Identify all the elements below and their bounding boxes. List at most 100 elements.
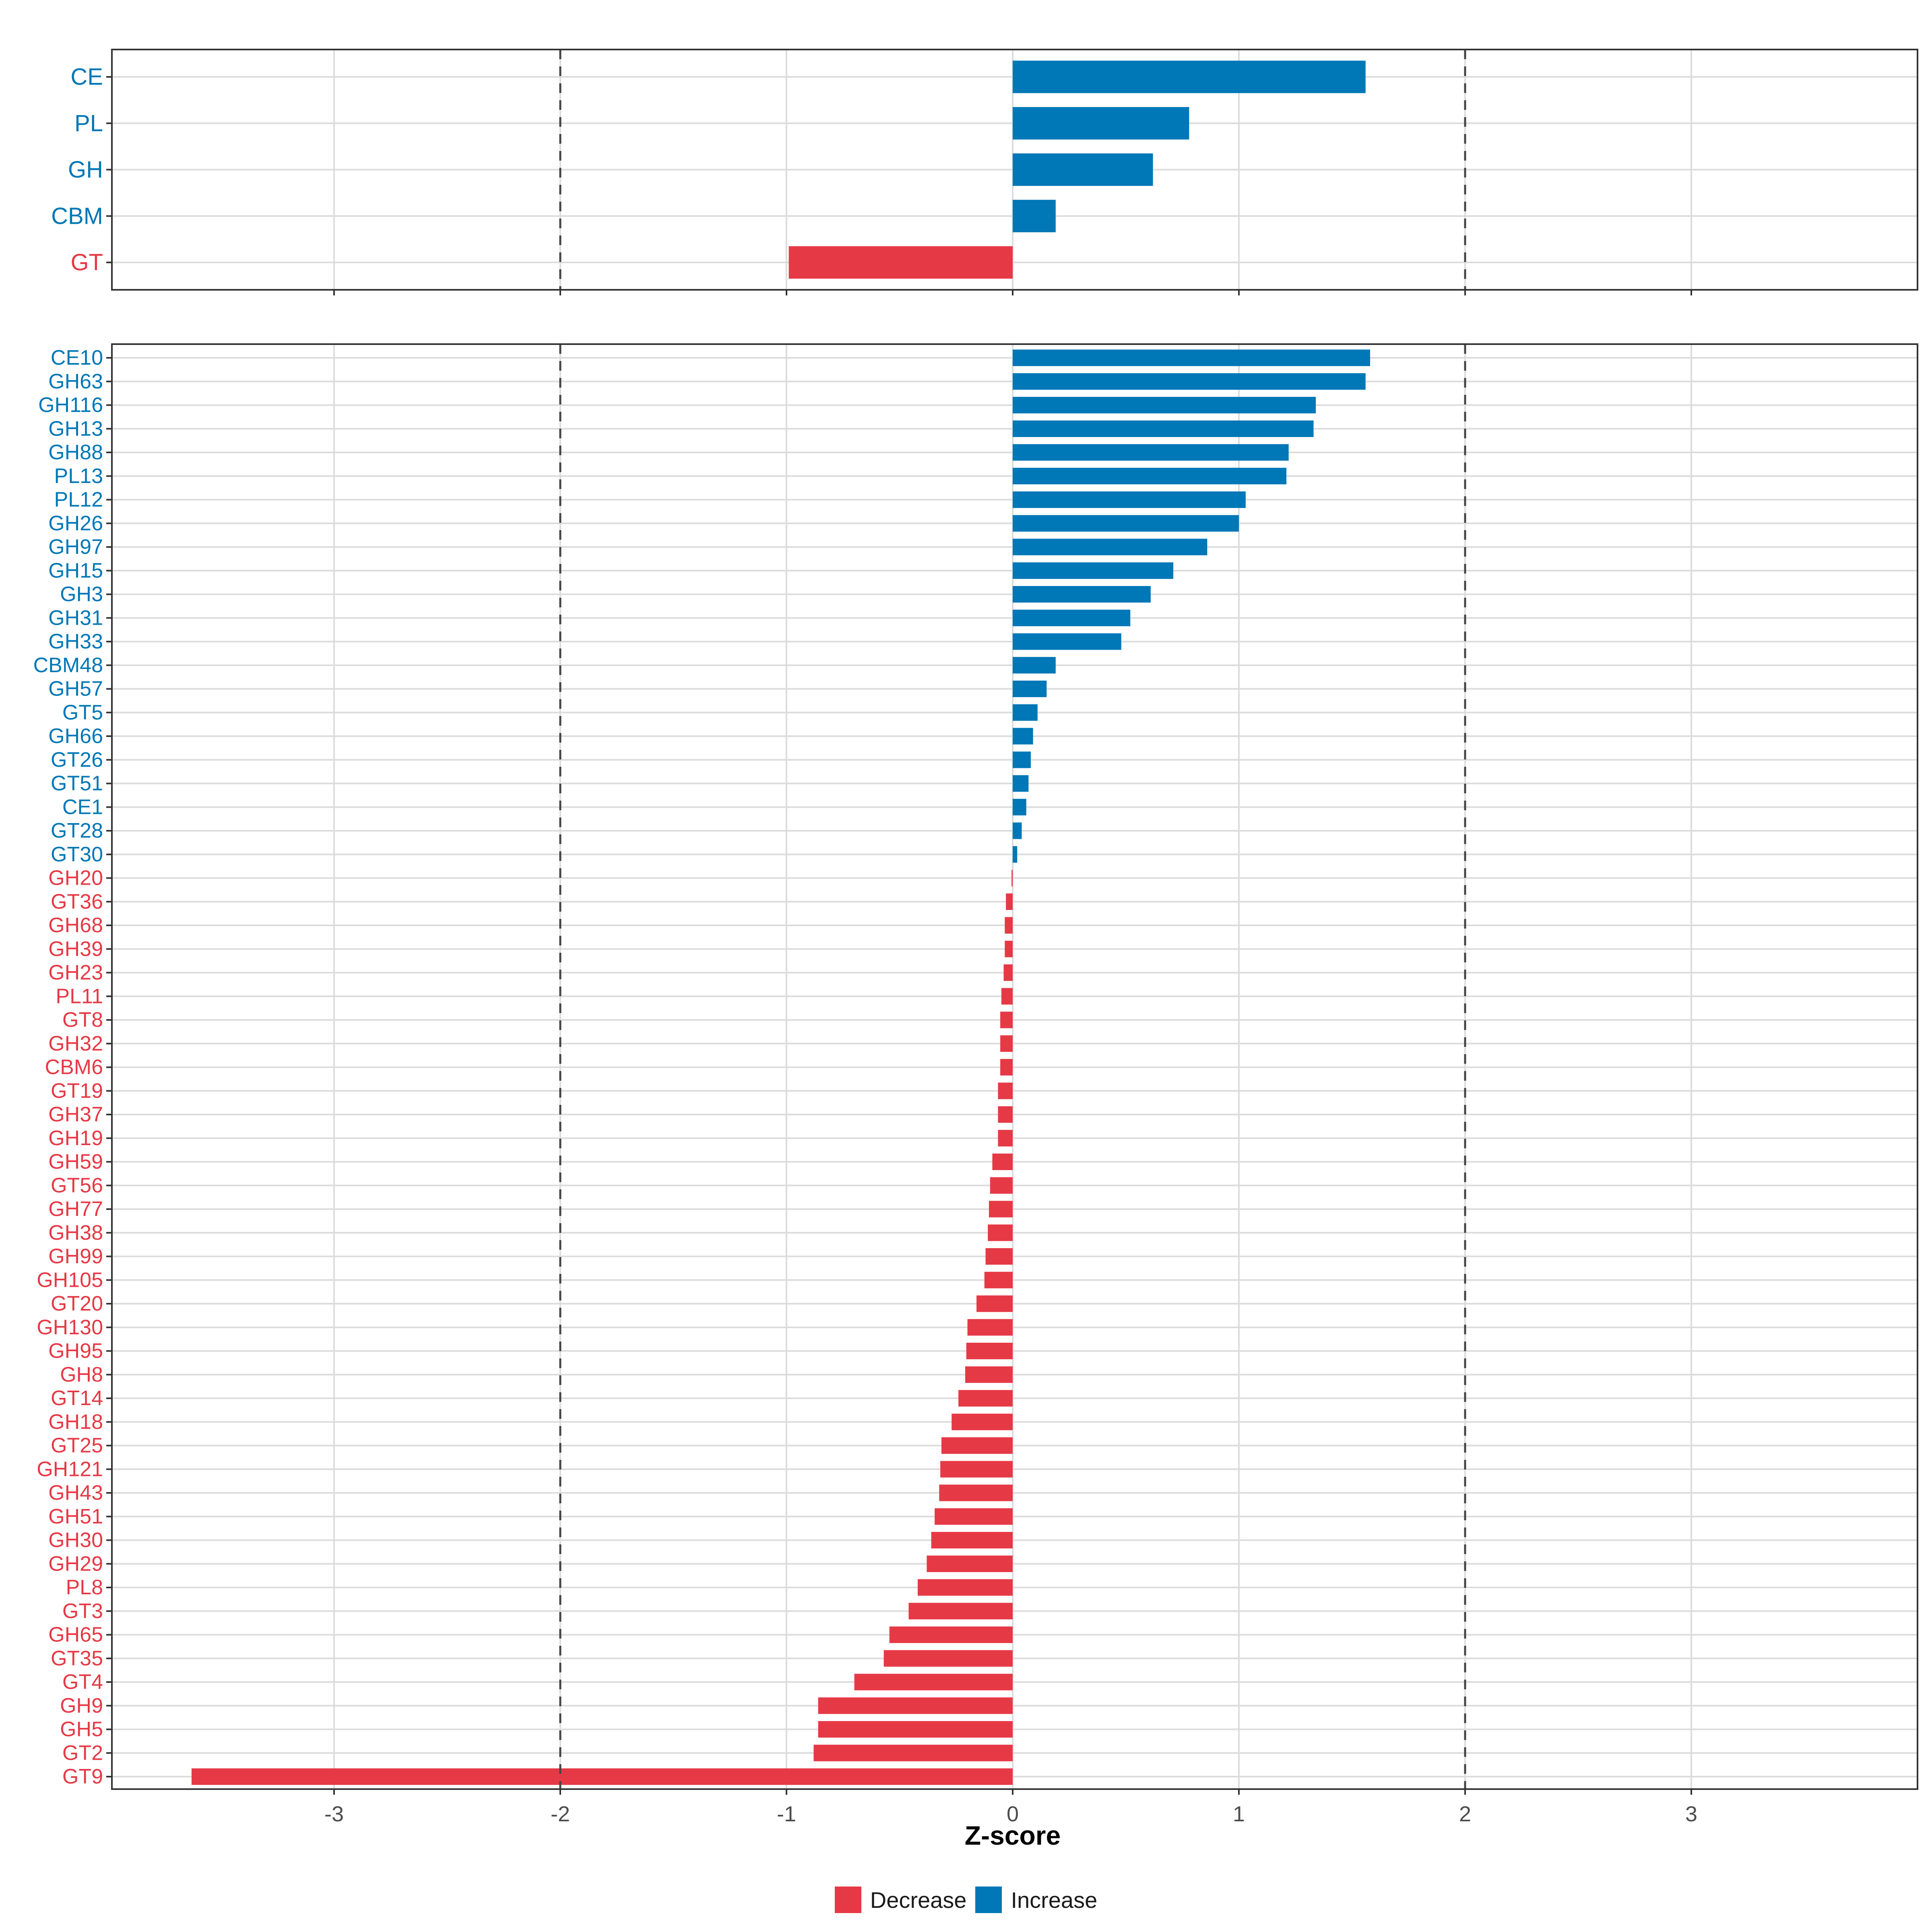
bar-GT56	[990, 1177, 1013, 1194]
y-tick-label: GT28	[51, 819, 103, 842]
y-tick-label: PL	[74, 110, 103, 136]
y-tick-label: GH77	[48, 1197, 103, 1221]
y-tick-label: GH105	[37, 1268, 103, 1292]
bar-GT36	[1006, 893, 1013, 910]
legend-label-decrease: Decrease	[870, 1887, 967, 1913]
bar-GT26	[1013, 751, 1031, 768]
legend-swatch-increase	[975, 1887, 1002, 1913]
y-tick-label: GH88	[48, 441, 103, 464]
y-tick-label: GT51	[51, 772, 103, 795]
bar-GH19	[998, 1130, 1013, 1147]
bar-GH30	[931, 1532, 1013, 1549]
bar-GH9	[818, 1697, 1013, 1714]
bar-GH130	[967, 1319, 1013, 1336]
y-tick-label: GT8	[62, 1008, 103, 1032]
bar-GT25	[941, 1437, 1013, 1454]
y-tick-label: CE	[70, 64, 103, 90]
bar-GH38	[988, 1224, 1013, 1241]
bar-GH32	[1000, 1035, 1013, 1052]
y-tick-label: GH13	[48, 417, 103, 440]
bar-GT8	[1000, 1011, 1013, 1028]
legend-item-decrease: Decrease	[834, 1887, 967, 1913]
bar-GT35	[883, 1650, 1013, 1667]
bar-PL13	[1013, 468, 1287, 485]
y-tick-label: GH95	[48, 1340, 103, 1363]
bar-CBM48	[1013, 657, 1056, 674]
bar-GH33	[1013, 633, 1121, 650]
bar-GH3	[1013, 586, 1151, 603]
y-tick-label: GH116	[38, 394, 103, 417]
y-tick-label: GH99	[48, 1245, 103, 1268]
bar-GT4	[854, 1674, 1013, 1690]
y-tick-label: CBM48	[33, 654, 103, 677]
y-tick-label: GT30	[51, 843, 103, 866]
bar-GT2	[813, 1744, 1013, 1761]
y-tick-label: GH23	[48, 961, 103, 985]
y-tick-label: PL13	[54, 464, 103, 488]
bar-GH97	[1013, 539, 1208, 555]
x-tick-label: -2	[551, 1802, 570, 1826]
y-tick-label: GH43	[48, 1481, 103, 1505]
y-tick-label: GH39	[48, 937, 103, 961]
y-tick-label: GT14	[51, 1387, 103, 1410]
y-tick-label: GT25	[51, 1434, 103, 1457]
y-tick-label: GH37	[48, 1103, 103, 1126]
y-tick-label: GH26	[48, 512, 103, 535]
y-tick-label: PL8	[66, 1576, 103, 1599]
y-tick-label: GH65	[48, 1623, 103, 1647]
bar-GH	[1013, 153, 1153, 186]
bar-GH68	[1005, 917, 1013, 934]
y-tick-label: GT35	[51, 1647, 103, 1670]
y-tick-label: GH19	[48, 1127, 103, 1150]
y-tick-label: GT20	[51, 1292, 103, 1315]
bar-CBM	[1013, 200, 1056, 233]
y-tick-label: GH121	[37, 1457, 103, 1481]
y-tick-label: CE10	[51, 346, 103, 369]
bar-GT9	[191, 1768, 1013, 1785]
bar-GH65	[889, 1626, 1013, 1643]
y-tick-label: GT2	[62, 1741, 103, 1765]
bar-GH39	[1005, 941, 1013, 958]
bar-GH116	[1013, 396, 1316, 414]
bar-GH23	[1003, 964, 1013, 981]
bar-GH31	[1013, 609, 1131, 626]
y-tick-label: GH	[68, 157, 103, 183]
y-tick-label: GH8	[60, 1363, 103, 1386]
y-tick-label: GH5	[60, 1718, 103, 1741]
y-tick-label: GH97	[48, 535, 103, 559]
bar-GH20	[1011, 869, 1013, 887]
bar-GH59	[992, 1153, 1013, 1170]
bar-CE	[1013, 60, 1366, 93]
bar-GH13	[1013, 420, 1314, 437]
bar-GH99	[985, 1248, 1013, 1265]
bar-GT14	[958, 1390, 1013, 1407]
bar-GT5	[1013, 704, 1038, 721]
y-tick-label: CBM6	[45, 1056, 103, 1079]
x-tick-label: 0	[1007, 1802, 1019, 1826]
y-tick-label: GH3	[60, 583, 103, 606]
legend: Decrease Increase	[0, 1876, 1932, 1924]
y-tick-label: GT5	[62, 701, 103, 724]
bar-GH95	[966, 1342, 1013, 1360]
y-tick-label: PL11	[56, 985, 103, 1008]
y-tick-label: GH68	[48, 914, 103, 937]
y-tick-label: GT36	[51, 890, 103, 913]
x-tick-label: -3	[324, 1802, 344, 1826]
bar-GH121	[940, 1461, 1013, 1478]
legend-swatch-decrease	[834, 1887, 861, 1913]
bar-GH5	[818, 1721, 1013, 1738]
x-tick-label: 1	[1233, 1802, 1245, 1826]
x-tick-label: 3	[1685, 1802, 1697, 1826]
bar-PL8	[917, 1579, 1013, 1596]
bar-GH88	[1013, 444, 1289, 461]
y-tick-label: GH59	[48, 1150, 103, 1174]
bar-GH51	[935, 1508, 1013, 1525]
bar-GH66	[1013, 728, 1033, 745]
bar-PL12	[1013, 491, 1246, 508]
y-tick-label: GT56	[51, 1174, 103, 1197]
y-tick-label: GT3	[62, 1600, 103, 1623]
bar-CBM6	[1000, 1059, 1013, 1076]
bar-GH57	[1013, 680, 1047, 698]
y-tick-label: GH66	[48, 724, 103, 748]
bar-GH43	[939, 1484, 1013, 1501]
